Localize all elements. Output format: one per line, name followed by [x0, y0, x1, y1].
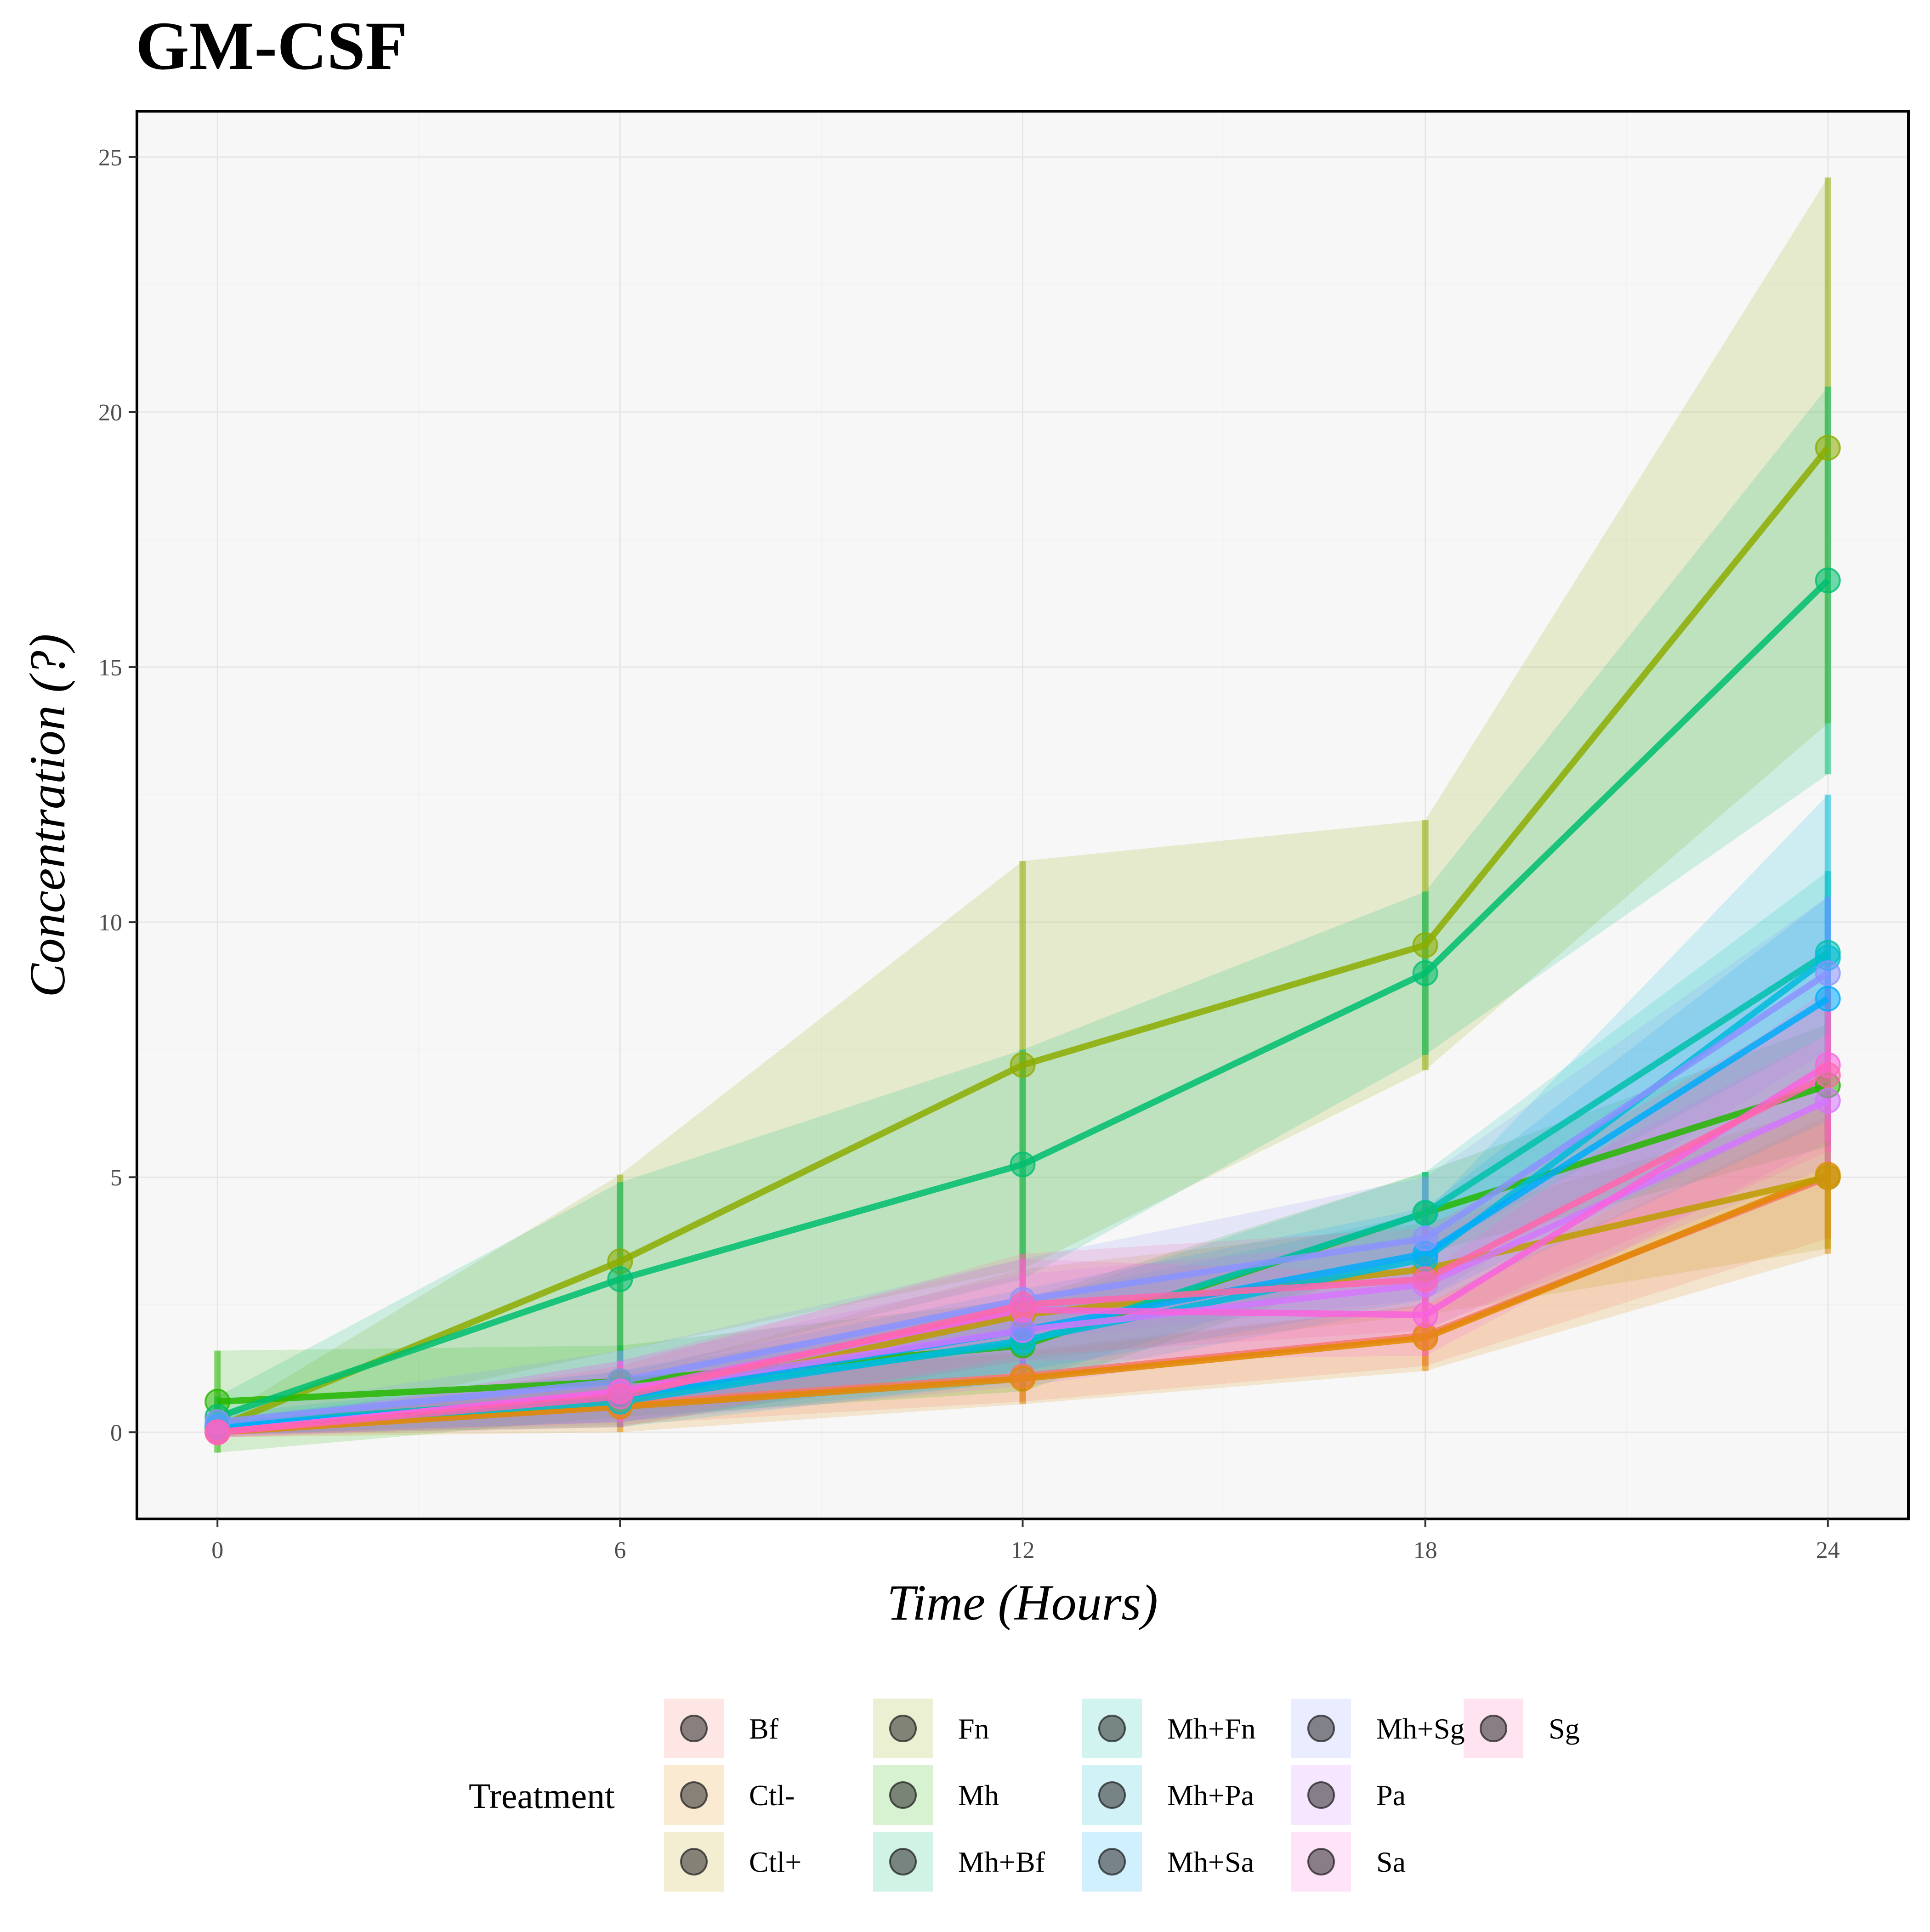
legend-label-bf: Bf: [749, 1712, 779, 1745]
legend-item-mh-plus-pa: Mh+Pa: [1082, 1765, 1254, 1825]
y-tick-label: 15: [98, 655, 122, 681]
point-mh-plus-sg: [1412, 1225, 1438, 1252]
x-axis-title: Time (Hours): [887, 1575, 1158, 1631]
point-mh-plus-bf: [607, 1266, 633, 1292]
legend-label-mh-plus-fn: Mh+Fn: [1167, 1712, 1256, 1745]
point-ctl-minus: [1412, 1325, 1438, 1351]
legend-marker-bf: [680, 1715, 708, 1742]
point-mh-plus-bf: [1815, 567, 1841, 594]
x-tick-label: 24: [1816, 1537, 1840, 1564]
legend-marker-mh-plus-pa: [1098, 1781, 1126, 1809]
legend-item-mh-plus-sg: Mh+Sg: [1291, 1699, 1465, 1758]
legend-label-mh-plus-pa: Mh+Pa: [1167, 1779, 1254, 1812]
legend-label-ctl-minus: Ctl-: [749, 1779, 795, 1812]
legend-marker-ctl-minus: [680, 1781, 708, 1809]
point-mh-plus-fn: [1412, 1200, 1438, 1226]
legend-label-pa: Pa: [1376, 1779, 1406, 1812]
x-tick-label: 6: [614, 1537, 626, 1564]
legend-marker-fn: [889, 1715, 917, 1742]
legend-item-mh-plus-fn: Mh+Fn: [1082, 1699, 1256, 1758]
point-mh-plus-bf: [1412, 960, 1438, 986]
legend-item-ctl-plus-minus: Ctl+: [664, 1832, 801, 1892]
legend-marker-mh-plus-bf: [889, 1848, 917, 1875]
legend-label-ctl-plus-minus: Ctl+: [749, 1846, 801, 1878]
x-tick-label: 18: [1413, 1537, 1437, 1564]
point-sa: [1412, 1302, 1438, 1328]
chart-title: GM-CSF: [136, 8, 408, 84]
legend-item-sa: Sa: [1291, 1832, 1406, 1892]
y-tick-label: 20: [98, 400, 122, 426]
y-axis-title: Concentration (?): [19, 634, 75, 997]
legend-item-sg: Sg: [1464, 1699, 1580, 1758]
point-sg: [1010, 1292, 1036, 1318]
legend: Treatment Bf Ctl- Ctl+ Fn Mh Mh+Bf Mh+Fn Mh+Pa M…: [469, 1699, 1580, 1892]
point-sg: [1412, 1266, 1438, 1292]
point-ctl-plus-minus: [1815, 1164, 1841, 1190]
point-mh-plus-sa: [1815, 986, 1841, 1012]
legend-label-mh-plus-bf: Mh+Bf: [958, 1846, 1045, 1878]
x-tick-label: 12: [1011, 1537, 1035, 1564]
y-tick-label: 0: [110, 1420, 122, 1446]
legend-marker-sa: [1307, 1848, 1335, 1875]
legend-label-fn: Fn: [958, 1712, 989, 1745]
legend-label-mh: Mh: [958, 1779, 999, 1812]
legend-item-bf: Bf: [664, 1699, 779, 1758]
legend-marker-sg: [1480, 1715, 1507, 1742]
legend-label-sa: Sa: [1376, 1846, 1406, 1878]
x-axis-ticks: 0 6 12 18 24: [211, 1519, 1840, 1564]
point-ctl-minus: [1010, 1365, 1036, 1392]
point-sg: [607, 1383, 633, 1410]
legend-marker-pa: [1307, 1781, 1335, 1809]
point-fn: [1412, 932, 1438, 958]
y-axis-ticks: 0 5 10 15 20 25: [98, 145, 137, 1446]
legend-item-pa: Pa: [1291, 1765, 1406, 1825]
y-tick-label: 10: [98, 910, 122, 936]
data-points: [204, 435, 1841, 1445]
y-tick-label: 25: [98, 145, 122, 171]
legend-title: Treatment: [469, 1776, 615, 1816]
y-tick-label: 5: [110, 1165, 122, 1191]
legend-label-mh-plus-sg: Mh+Sg: [1376, 1712, 1465, 1745]
legend-label-mh-plus-sa: Mh+Sa: [1167, 1846, 1254, 1878]
legend-marker-mh-plus-sg: [1307, 1715, 1335, 1742]
legend-item-ctl-minus: Ctl-: [664, 1765, 795, 1825]
point-fn: [1010, 1052, 1036, 1078]
legend-label-sg: Sg: [1549, 1712, 1580, 1745]
legend-item-mh-plus-bf: Mh+Bf: [873, 1832, 1045, 1892]
legend-marker-mh: [889, 1781, 917, 1809]
point-pa: [1815, 1088, 1841, 1114]
point-sg: [204, 1419, 231, 1445]
legend-marker-ctl-plus-minus: [680, 1848, 708, 1875]
legend-item-fn: Fn: [873, 1699, 989, 1758]
point-sg: [1815, 1062, 1841, 1088]
legend-item-mh-plus-sa: Mh+Sa: [1082, 1832, 1254, 1892]
point-fn: [1815, 435, 1841, 461]
x-tick-label: 0: [211, 1537, 223, 1564]
legend-marker-mh-plus-sa: [1098, 1848, 1126, 1875]
point-mh-plus-bf: [1010, 1151, 1036, 1178]
point-mh-plus-sg: [1815, 960, 1841, 986]
legend-marker-mh-plus-fn: [1098, 1715, 1126, 1742]
legend-item-mh: Mh: [873, 1765, 999, 1825]
